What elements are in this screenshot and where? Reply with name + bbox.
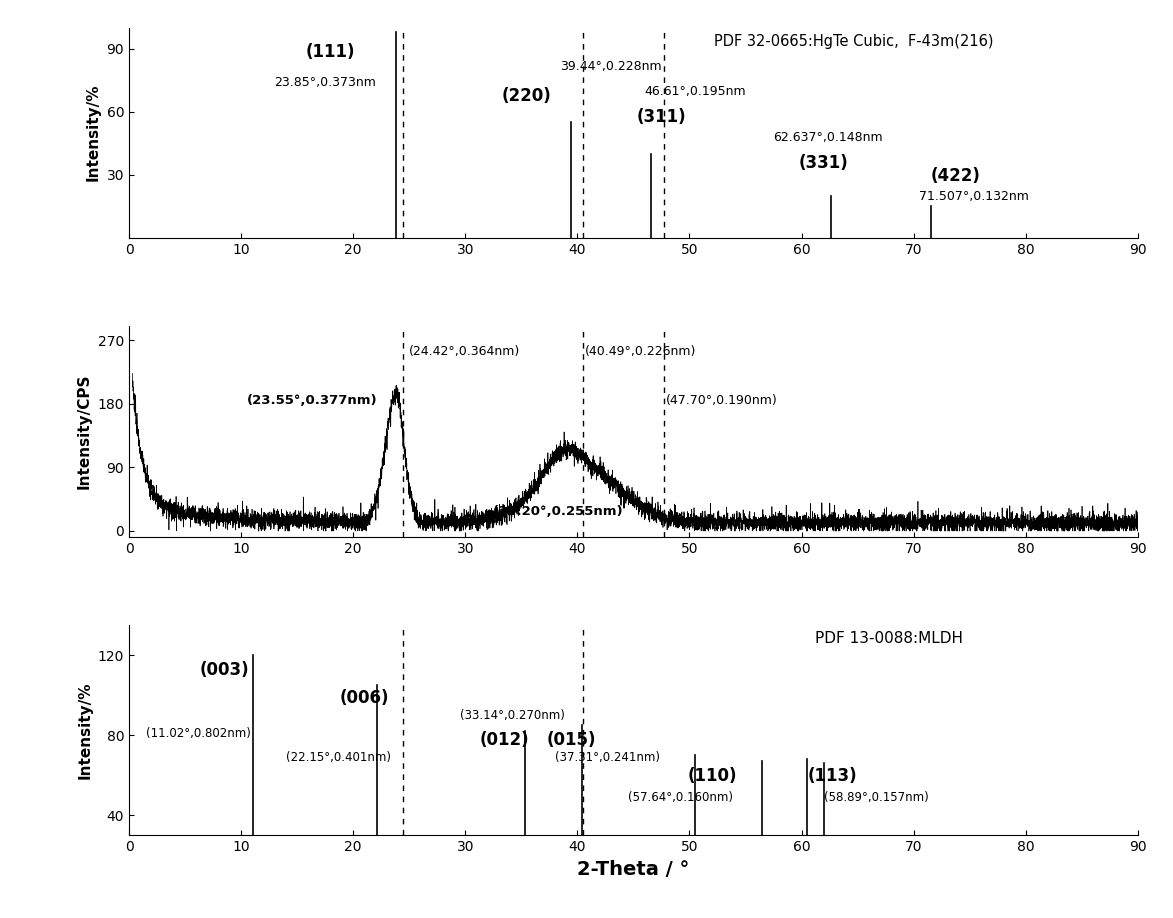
Text: (23.55°,0.377nm): (23.55°,0.377nm)	[246, 394, 378, 407]
Text: (003): (003)	[199, 661, 249, 679]
Text: 46.61°,0.195nm: 46.61°,0.195nm	[645, 84, 746, 98]
Text: (11.02°,0.802nm): (11.02°,0.802nm)	[145, 727, 251, 740]
Text: (422): (422)	[930, 167, 981, 185]
Text: 39.44°,0.228nm: 39.44°,0.228nm	[561, 60, 663, 73]
Text: (35.20°,0.255nm): (35.20°,0.255nm)	[494, 506, 624, 519]
Y-axis label: Intensity/CPS: Intensity/CPS	[77, 374, 93, 489]
Text: (015): (015)	[547, 732, 597, 749]
Text: (24.42°,0.364nm): (24.42°,0.364nm)	[409, 344, 521, 357]
X-axis label: 2-Theta / °: 2-Theta / °	[577, 860, 690, 879]
Text: (113): (113)	[807, 767, 856, 785]
Text: (006): (006)	[340, 689, 389, 707]
Text: (40.49°,0.226nm): (40.49°,0.226nm)	[585, 344, 697, 357]
Y-axis label: Intensity/%: Intensity/%	[77, 681, 93, 779]
Text: (311): (311)	[637, 108, 686, 126]
Text: (012): (012)	[480, 732, 529, 749]
Text: (57.64°,0.160nm): (57.64°,0.160nm)	[628, 791, 733, 804]
Text: (111): (111)	[306, 43, 355, 61]
Text: 62.637°,0.148nm: 62.637°,0.148nm	[773, 131, 883, 144]
Text: (22.15°,0.401nm): (22.15°,0.401nm)	[286, 751, 391, 765]
Text: (37.31°,0.241nm): (37.31°,0.241nm)	[555, 751, 660, 765]
Text: (47.70°,0.190nm): (47.70°,0.190nm)	[666, 394, 778, 407]
Text: (58.89°,0.157nm): (58.89°,0.157nm)	[823, 791, 929, 804]
Text: PDF 32-0665:HgTe Cubic,  F-43m(216): PDF 32-0665:HgTe Cubic, F-43m(216)	[714, 34, 994, 49]
Text: (110): (110)	[687, 767, 737, 785]
Text: (331): (331)	[799, 154, 849, 173]
Text: 23.85°,0.373nm: 23.85°,0.373nm	[274, 76, 377, 89]
Text: (33.14°,0.270nm): (33.14°,0.270nm)	[460, 710, 564, 722]
Text: (220): (220)	[502, 87, 551, 106]
Text: PDF 13-0088:MLDH: PDF 13-0088:MLDH	[815, 632, 963, 646]
Y-axis label: Intensity/%: Intensity/%	[86, 84, 101, 182]
Text: 71.507°,0.132nm: 71.507°,0.132nm	[920, 190, 1029, 203]
